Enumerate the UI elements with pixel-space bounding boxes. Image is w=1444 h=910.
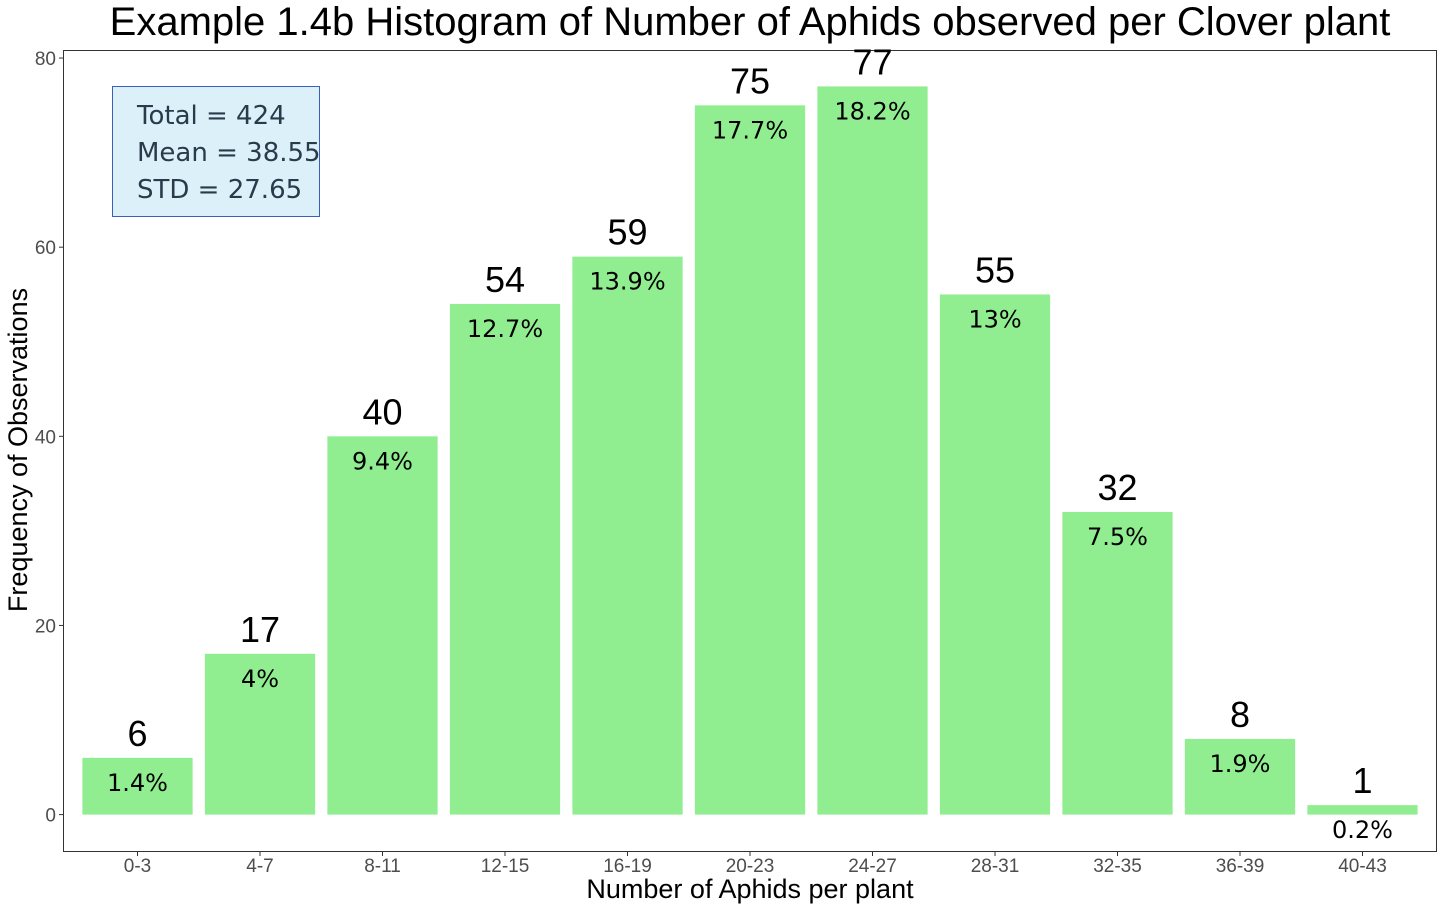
bar	[572, 256, 683, 815]
bar	[449, 303, 561, 815]
stats-total: Total = 424	[136, 101, 286, 131]
y-tick-label: 60	[35, 238, 56, 259]
stats-mean: Mean = 38.55	[137, 138, 321, 168]
chart-title: Example 1.4b Histogram of Number of Aphi…	[110, 0, 1391, 44]
bar-percent-label: 1.4%	[107, 769, 168, 797]
bar-count-label: 55	[975, 249, 1015, 290]
x-tick-label: 12-15	[481, 856, 530, 877]
stats-std: STD = 27.65	[137, 175, 302, 205]
bar	[1062, 511, 1173, 815]
bar-count-label: 32	[1097, 467, 1137, 508]
bar-percent-label: 17.7%	[712, 116, 788, 144]
bar-count-label: 77	[852, 41, 892, 82]
bar-percent-label: 0.2%	[1332, 816, 1393, 844]
x-tick-label: 16-19	[603, 856, 652, 877]
bar	[939, 294, 1051, 815]
bar-count-label: 75	[730, 60, 770, 101]
bar	[327, 436, 438, 815]
bar-count-label: 40	[362, 391, 402, 432]
bar-percent-label: 12.7%	[467, 315, 543, 343]
x-tick-label: 0-3	[124, 856, 151, 877]
y-axis: 0 20 40 60 80	[35, 49, 64, 827]
x-tick-label: 28-31	[971, 856, 1020, 877]
bar-count-label: 6	[127, 713, 147, 754]
bar-percent-label: 1.9%	[1210, 750, 1271, 778]
bar	[204, 653, 316, 815]
y-axis-title: Frequency of Observations	[3, 288, 33, 612]
x-tick-label: 20-23	[726, 856, 775, 877]
bar	[694, 105, 806, 815]
bar-percent-label: 13%	[968, 305, 1021, 333]
bar-percent-label: 4%	[241, 665, 279, 693]
bars: 61.4%174%409.4%5412.7%5913.9%7517.7%7718…	[82, 41, 1418, 844]
bar-count-label: 17	[240, 609, 280, 650]
stats-box: Total = 424 Mean = 38.55 STD = 27.65	[112, 86, 321, 217]
bar	[82, 757, 193, 815]
stats-box-background	[112, 86, 320, 217]
bar-count-label: 8	[1230, 694, 1250, 735]
bar	[817, 86, 928, 815]
x-tick-label: 4-7	[246, 856, 273, 877]
y-tick-label: 20	[35, 616, 56, 637]
bar-percent-label: 18.2%	[834, 97, 910, 125]
y-tick-label: 40	[35, 427, 56, 448]
bar-percent-label: 7.5%	[1087, 523, 1148, 551]
x-tick-label: 24-27	[848, 856, 897, 877]
x-tick-label: 40-43	[1338, 856, 1387, 877]
bar-percent-label: 9.4%	[352, 447, 413, 475]
bar-count-label: 54	[485, 259, 525, 300]
bar-count-label: 59	[607, 212, 647, 253]
x-tick-label: 8-11	[364, 856, 401, 877]
bar-percent-label: 13.9%	[589, 268, 665, 296]
y-tick-label: 80	[35, 49, 56, 70]
y-tick-label: 0	[45, 806, 56, 827]
bar	[1307, 805, 1418, 815]
x-axis-title: Number of Aphids per plant	[586, 874, 914, 904]
bar-count-label: 1	[1352, 760, 1372, 801]
x-tick-label: 32-35	[1093, 856, 1142, 877]
x-axis: 0-3 4-7 8-11 12-15 16-19 20-23 24-27 28-31 32-35…	[124, 851, 1387, 877]
bar	[1184, 738, 1296, 815]
x-tick-label: 36-39	[1216, 856, 1265, 877]
